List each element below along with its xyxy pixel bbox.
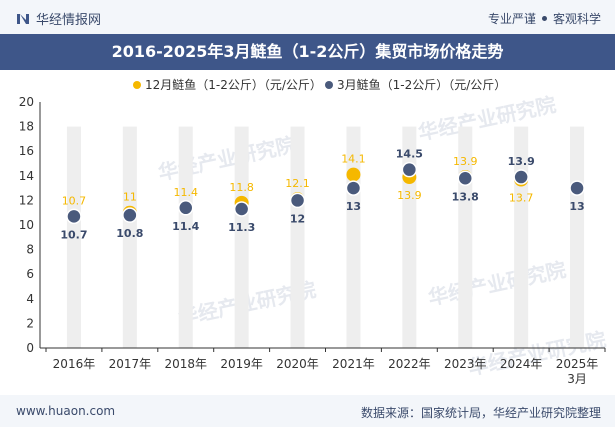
data-point-series-b — [457, 170, 473, 187]
data-label-series-b: 11.4 — [172, 220, 199, 233]
plot-area: 华经产业研究院华经产业研究院华经产业研究院华经产业研究院华经产业研究院02468… — [0, 70, 615, 395]
x-tick-label: 2019年 — [220, 357, 263, 371]
brand: 华经情报网 — [16, 9, 101, 28]
data-point-series-b — [345, 180, 362, 196]
data-point-series-b — [122, 207, 138, 223]
data-label-series-b: 14.5 — [396, 148, 423, 161]
x-tick-label: 2021年 — [332, 357, 375, 371]
data-point-series-b — [289, 192, 306, 209]
y-tick-label: 10 — [19, 218, 34, 232]
data-label-series-b: 13 — [346, 200, 361, 213]
data-label-series-b: 13 — [569, 200, 584, 213]
separator-dot-icon — [541, 16, 547, 21]
y-tick-label: 8 — [26, 243, 34, 257]
data-label-series-b: 10.7 — [60, 228, 87, 241]
x-tick-label: 2024年 — [500, 357, 543, 371]
chart-svg: 华经产业研究院华经产业研究院华经产业研究院华经产业研究院华经产业研究院02468… — [19, 77, 608, 386]
data-point-series-a — [346, 167, 361, 182]
y-tick-label: 14 — [19, 169, 34, 183]
legend-label-series-b: 3月鲢鱼（1-2公斤）（元/公斤） — [337, 77, 506, 92]
x-tick-label: 2018年 — [164, 357, 207, 371]
x-tick-label: 2022年 — [388, 357, 431, 371]
data-label-series-a: 11.4 — [174, 186, 199, 199]
data-point-series-b — [66, 208, 82, 225]
y-tick-label: 0 — [26, 341, 34, 355]
top-bar: 华经情报网 专业严谨 客观科学 — [0, 0, 615, 34]
y-tick-label: 20 — [19, 95, 34, 109]
data-label-series-a: 13.7 — [509, 191, 534, 204]
data-source: 数据来源：国家统计局，华经产业研究院整理 — [360, 406, 601, 420]
tagline-right: 客观科学 — [552, 12, 601, 26]
x-tick-label: 2020年 — [276, 357, 319, 371]
brand-logo-icon — [17, 13, 29, 24]
data-label-series-b: 11.3 — [228, 221, 255, 234]
background-bar — [290, 126, 305, 348]
data-label-series-b: 10.8 — [116, 227, 143, 240]
data-label-series-a: 11.8 — [229, 181, 254, 194]
watermark-text: 华经产业研究院 — [416, 92, 558, 145]
x-tick-label: 2016年 — [53, 357, 96, 371]
y-tick-label: 2 — [26, 316, 34, 330]
x-tick-label: 2025年 — [556, 357, 599, 371]
background-bar — [122, 126, 137, 348]
background-bar — [570, 126, 585, 348]
data-point-series-b — [569, 180, 585, 196]
footer: www.huaon.com 数据来源：国家统计局，华经产业研究院整理 — [0, 395, 615, 427]
data-point-series-b — [513, 169, 529, 185]
data-label-series-a: 10.7 — [62, 194, 87, 207]
tagline: 专业严谨 客观科学 — [488, 10, 601, 27]
data-label-series-a: 12.1 — [285, 177, 310, 190]
legend-label-series-a: 12月鲢鱼（1-2公斤）（元/公斤） — [145, 77, 322, 92]
data-point-series-b — [401, 161, 418, 178]
x-tick-label: 3月 — [567, 372, 587, 386]
legend-marker-series-a — [133, 81, 141, 89]
data-label-series-b: 12 — [290, 212, 305, 225]
data-label-series-a: 14.1 — [341, 153, 366, 166]
y-tick-label: 4 — [26, 292, 34, 306]
background-bar — [178, 126, 193, 348]
data-label-series-b: 13.8 — [452, 190, 479, 203]
y-tick-label: 12 — [19, 193, 34, 207]
watermark-text: 华经产业研究院 — [156, 132, 298, 185]
data-label-series-a: 11 — [123, 191, 137, 204]
background-bar — [66, 126, 81, 348]
chart-title: 2016-2025年3月鲢鱼（1-2公斤）集贸市场价格走势 — [0, 34, 615, 70]
data-label-series-b: 13.9 — [508, 155, 535, 168]
data-point-series-b — [233, 201, 250, 217]
data-label-series-a: 13.9 — [453, 155, 478, 168]
y-tick-label: 6 — [26, 267, 34, 281]
website-url: www.huaon.com — [16, 404, 116, 418]
data-label-series-a: 13.9 — [397, 189, 422, 202]
watermark-text: 华经产业研究院 — [426, 257, 568, 310]
x-tick-label: 2023年 — [444, 357, 487, 371]
tagline-left: 专业严谨 — [487, 12, 536, 26]
brand-name: 华经情报网 — [36, 13, 102, 28]
legend-marker-series-b — [325, 81, 333, 89]
data-point-series-b — [178, 200, 194, 216]
y-tick-label: 18 — [19, 120, 34, 134]
y-tick-label: 16 — [19, 144, 34, 158]
background-bar — [234, 126, 249, 348]
x-tick-label: 2017年 — [109, 357, 152, 371]
